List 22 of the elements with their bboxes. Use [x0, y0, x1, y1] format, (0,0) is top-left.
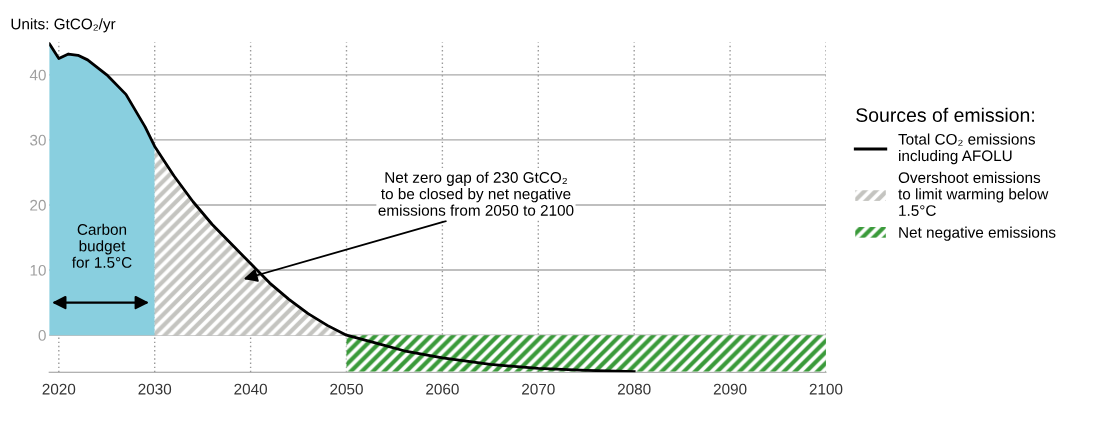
x-tick-label: 2070	[522, 383, 555, 395]
legend-label: Total CO₂ emissions including AFOLU	[898, 133, 1035, 165]
y-tick-label: 30	[30, 134, 46, 146]
y-tick-label: 20	[30, 199, 46, 211]
legend-label: Net negative emissions	[899, 226, 1056, 241]
annotation: Carbon budget for 1.5°C	[71, 223, 132, 268]
y-tick-label: 40	[29, 69, 46, 81]
legend-label: Overshoot emissions to limit warming below 1.5°C	[898, 171, 1049, 216]
line-series	[49, 42, 636, 373]
x-tick-label: 2060	[426, 383, 459, 395]
x-tick-label: 2090	[713, 383, 747, 395]
annotation: Net zero gap of 230 GtCO₂ to be closed by net negative emissions from 2050 to 2100	[378, 171, 574, 216]
y-tick-label: 10	[30, 264, 46, 276]
x-tick-label: 2020	[42, 383, 76, 395]
x-tick-label: 2100	[809, 383, 843, 395]
y-axis-title: Units: GtCO₂/yr	[11, 18, 116, 33]
x-tick-label: 2040	[234, 383, 267, 395]
x-tick-label: 2050	[330, 383, 363, 395]
legend-title: Sources of emission:	[856, 107, 1034, 122]
y-tick-label: 0	[38, 330, 46, 341]
x-tick-label: 2030	[138, 383, 172, 395]
x-tick-label: 2080	[617, 383, 651, 395]
